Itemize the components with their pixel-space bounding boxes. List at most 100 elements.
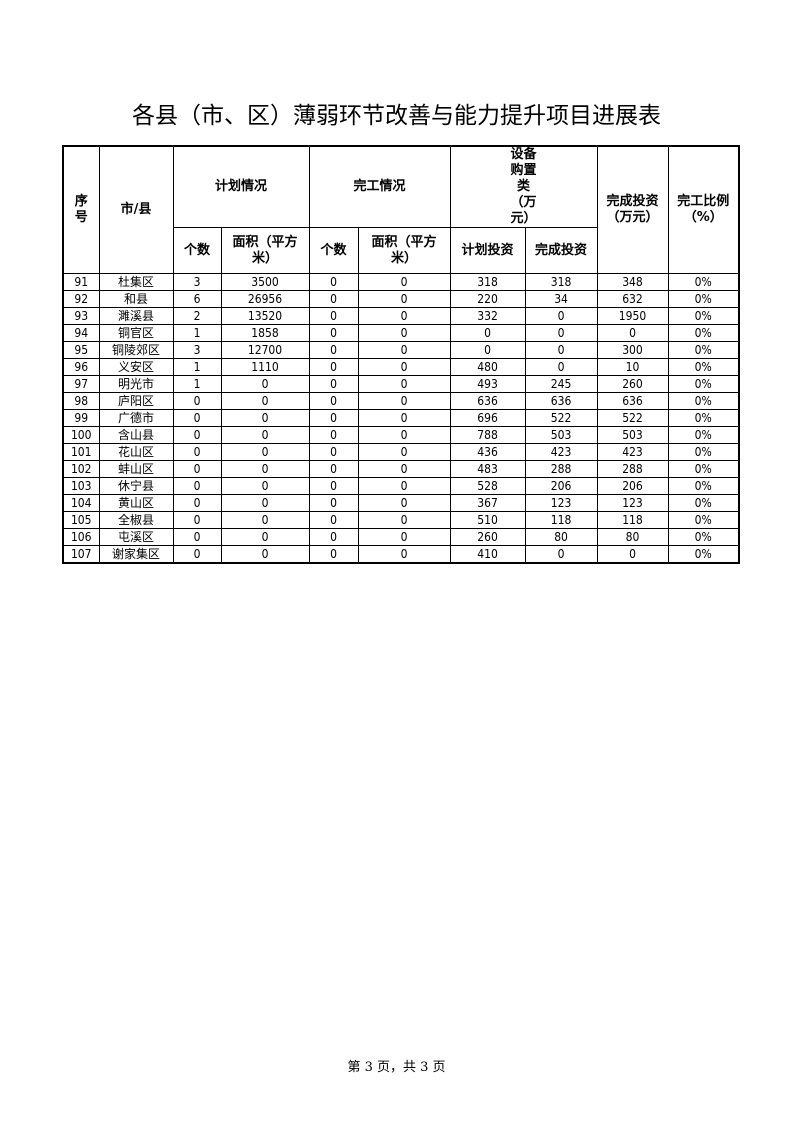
cell-invest: 260 [596, 375, 669, 393]
cell-done-area: 0 [357, 358, 451, 376]
cell-plan-area: 0 [220, 409, 310, 427]
cell-equip-done: 522 [524, 409, 598, 427]
cell-done-area: 0 [357, 324, 451, 342]
cell-city: 明光市 [98, 375, 174, 393]
cell-equip-done: 34 [524, 290, 598, 308]
cell-city: 屯溪区 [98, 528, 174, 546]
cell-ratio: 0% [667, 290, 740, 308]
cell-plan-area: 1110 [220, 358, 310, 376]
cell-equip-done: 206 [524, 477, 598, 495]
cell-plan-count: 1 [172, 375, 222, 393]
cell-done-count: 0 [308, 358, 359, 376]
cell-plan-area: 26956 [220, 290, 310, 308]
cell-done-count: 0 [308, 307, 359, 325]
cell-invest: 123 [596, 494, 669, 512]
cell-plan-count: 0 [172, 545, 222, 564]
cell-done-area: 0 [357, 290, 451, 308]
cell-plan-area: 1858 [220, 324, 310, 342]
cell-equip-plan: 528 [449, 477, 526, 495]
header-invest: 完成投资（万元） [596, 145, 669, 274]
cell-equip-plan: 220 [449, 290, 526, 308]
cell-done-count: 0 [308, 392, 359, 410]
cell-ratio: 0% [667, 545, 740, 564]
cell-plan-area: 12700 [220, 341, 310, 359]
header-equip-plan: 计划投资 [449, 227, 526, 274]
table-row: 94 铜官区 1 1858 0 0 0 0 0 0% [62, 324, 740, 342]
cell-equip-done: 245 [524, 375, 598, 393]
cell-city: 蚌山区 [98, 460, 174, 478]
cell-plan-area: 0 [220, 460, 310, 478]
cell-equip-plan: 636 [449, 392, 526, 410]
cell-plan-area: 0 [220, 426, 310, 444]
cell-equip-plan: 436 [449, 443, 526, 461]
cell-plan-area: 0 [220, 511, 310, 529]
cell-invest: 348 [596, 273, 669, 291]
table-row: 106 屯溪区 0 0 0 0 260 80 80 0% [62, 528, 740, 546]
cell-invest: 288 [596, 460, 669, 478]
cell-seq: 97 [62, 375, 100, 393]
cell-invest: 206 [596, 477, 669, 495]
cell-plan-count: 3 [172, 273, 222, 291]
cell-plan-area: 0 [220, 477, 310, 495]
cell-city: 义安区 [98, 358, 174, 376]
table-row: 91 杜集区 3 3500 0 0 318 318 348 0% [62, 273, 740, 291]
cell-plan-count: 0 [172, 443, 222, 461]
table-row: 99 广德市 0 0 0 0 696 522 522 0% [62, 409, 740, 427]
cell-done-area: 0 [357, 545, 451, 564]
cell-ratio: 0% [667, 443, 740, 461]
cell-seq: 99 [62, 409, 100, 427]
header-ratio: 完工比例（%） [667, 145, 740, 274]
cell-ratio: 0% [667, 392, 740, 410]
cell-equip-plan: 483 [449, 460, 526, 478]
page-footer: 第 3 页，共 3 页 [347, 1060, 446, 1075]
cell-equip-done: 503 [524, 426, 598, 444]
cell-equip-plan: 788 [449, 426, 526, 444]
table-row: 103 休宁县 0 0 0 0 528 206 206 0% [62, 477, 740, 495]
cell-done-area: 0 [357, 409, 451, 427]
cell-city: 含山县 [98, 426, 174, 444]
cell-plan-area: 0 [220, 392, 310, 410]
cell-ratio: 0% [667, 358, 740, 376]
table-row: 107 谢家集区 0 0 0 0 410 0 0 0% [62, 545, 740, 564]
cell-city: 和县 [98, 290, 174, 308]
cell-equip-done: 318 [524, 273, 598, 291]
cell-city: 全椒县 [98, 511, 174, 529]
cell-done-area: 0 [357, 443, 451, 461]
cell-invest: 118 [596, 511, 669, 529]
cell-equip-done: 0 [524, 358, 598, 376]
cell-seq: 94 [62, 324, 100, 342]
cell-plan-count: 1 [172, 324, 222, 342]
cell-equip-done: 118 [524, 511, 598, 529]
cell-ratio: 0% [667, 528, 740, 546]
cell-equip-plan: 260 [449, 528, 526, 546]
cell-plan-count: 0 [172, 511, 222, 529]
cell-ratio: 0% [667, 511, 740, 529]
cell-done-count: 0 [308, 443, 359, 461]
cell-city: 休宁县 [98, 477, 174, 495]
cell-equip-done: 123 [524, 494, 598, 512]
cell-plan-count: 0 [172, 528, 222, 546]
cell-done-count: 0 [308, 324, 359, 342]
cell-done-count: 0 [308, 511, 359, 529]
cell-ratio: 0% [667, 375, 740, 393]
cell-equip-plan: 0 [449, 341, 526, 359]
cell-invest: 1950 [596, 307, 669, 325]
cell-plan-count: 6 [172, 290, 222, 308]
cell-done-count: 0 [308, 494, 359, 512]
table-row: 95 铜陵郊区 3 12700 0 0 0 0 300 0% [62, 341, 740, 359]
cell-city: 黄山区 [98, 494, 174, 512]
cell-city: 花山区 [98, 443, 174, 461]
cell-done-area: 0 [357, 528, 451, 546]
cell-plan-area: 0 [220, 528, 310, 546]
cell-invest: 300 [596, 341, 669, 359]
cell-plan-count: 3 [172, 341, 222, 359]
cell-equip-done: 636 [524, 392, 598, 410]
cell-equip-done: 0 [524, 545, 598, 564]
cell-equip-done: 423 [524, 443, 598, 461]
cell-done-count: 0 [308, 528, 359, 546]
cell-equip-plan: 510 [449, 511, 526, 529]
cell-equip-plan: 410 [449, 545, 526, 564]
header-done-count: 个数 [308, 227, 359, 274]
cell-seq: 93 [62, 307, 100, 325]
table-row: 104 黄山区 0 0 0 0 367 123 123 0% [62, 494, 740, 512]
